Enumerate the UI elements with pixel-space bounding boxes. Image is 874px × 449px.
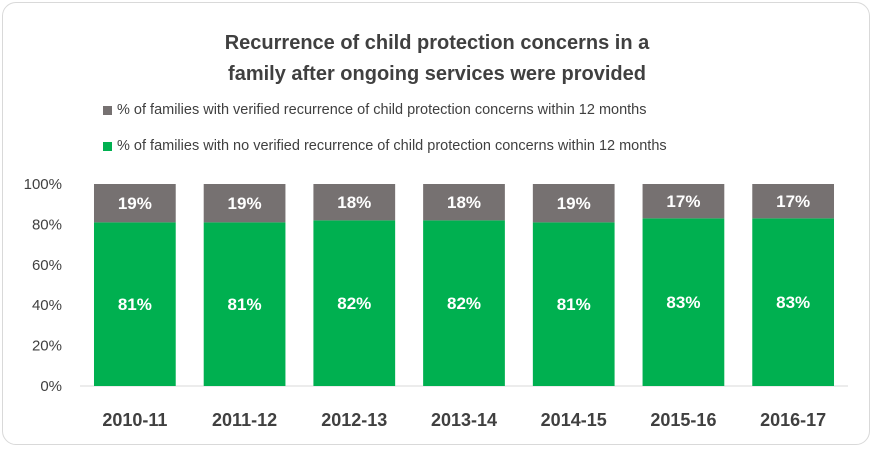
bar-segment-no-recurrence: [752, 218, 835, 386]
x-category-label: 2014-15: [541, 410, 607, 430]
bar-segment-no-recurrence: [93, 222, 176, 386]
x-category-label: 2012-13: [321, 410, 387, 430]
data-label-no-recurrence: 82%: [337, 294, 371, 313]
x-category-label: 2016-17: [760, 410, 826, 430]
x-category-label: 2011-12: [212, 410, 277, 430]
legend-swatch-no-recurrence: [103, 141, 112, 151]
bar-segment-no-recurrence: [532, 222, 615, 386]
data-label-no-recurrence: 81%: [118, 295, 152, 314]
data-label-no-recurrence: 81%: [228, 295, 262, 314]
x-category-label: 2010-11: [102, 410, 167, 430]
x-category-label: 2015-16: [650, 410, 716, 430]
data-label-no-recurrence: 81%: [557, 295, 591, 314]
y-tick-label: 80%: [32, 216, 62, 233]
bar-segment-no-recurrence: [642, 218, 725, 386]
bar-segment-recurrence: [313, 184, 396, 221]
x-category-label: 2013-14: [431, 410, 497, 430]
chart-title-line-1: Recurrence of child protection concerns …: [224, 32, 650, 54]
data-label-no-recurrence: 83%: [666, 293, 700, 312]
bar-segment-no-recurrence: [203, 222, 286, 386]
data-label-recurrence: 19%: [557, 194, 591, 213]
bar-segment-recurrence: [752, 184, 835, 219]
chart-title-line-2: family after ongoing services were provi…: [228, 63, 646, 85]
bar-segment-recurrence: [203, 184, 286, 223]
bar-segment-recurrence: [93, 184, 176, 223]
y-tick-label: 0%: [40, 378, 62, 395]
bar-segment-recurrence: [532, 184, 615, 223]
bar-segment-recurrence: [642, 184, 725, 219]
data-label-recurrence: 18%: [447, 193, 481, 212]
data-label-recurrence: 19%: [118, 194, 152, 213]
data-label-no-recurrence: 83%: [776, 293, 810, 312]
y-tick-label: 40%: [32, 297, 62, 314]
bar-segment-no-recurrence: [313, 220, 396, 386]
bar-segment-recurrence: [423, 184, 505, 221]
chart-title: Recurrence of child protection concerns …: [0, 28, 874, 90]
data-label-recurrence: 17%: [776, 192, 810, 211]
y-tick-label: 20%: [32, 338, 62, 355]
data-label-recurrence: 18%: [337, 193, 371, 212]
legend-swatch-recurrence: [103, 105, 112, 115]
legend-label-no-recurrence: % of families with no verified recurrenc…: [117, 138, 667, 154]
bar-segment-no-recurrence: [423, 220, 505, 386]
legend-label-recurrence: % of families with verified recurrence o…: [117, 102, 647, 118]
y-tick-label: 100%: [24, 176, 62, 193]
data-label-recurrence: 19%: [228, 194, 262, 213]
legend-item-no-recurrence: % of families with no verified recurrenc…: [103, 136, 667, 156]
y-tick-label: 60%: [32, 257, 62, 274]
data-label-recurrence: 17%: [666, 192, 700, 211]
legend-item-recurrence: % of families with verified recurrence o…: [103, 100, 647, 120]
data-label-no-recurrence: 82%: [447, 294, 481, 313]
